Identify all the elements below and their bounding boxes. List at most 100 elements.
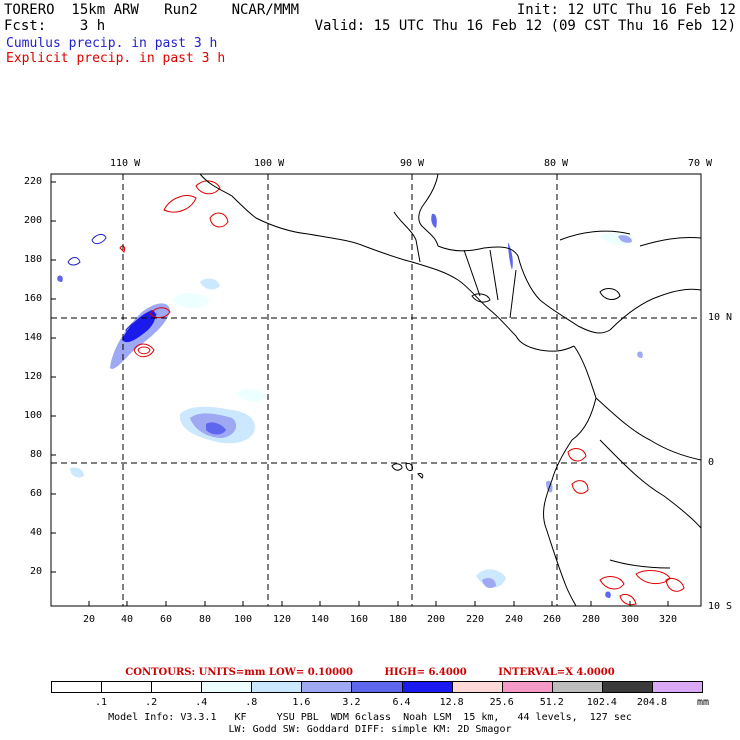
axis-ticks [51, 181, 669, 606]
x-tick: 300 [621, 614, 640, 625]
colorbar-swatch [251, 681, 303, 693]
precip-area [618, 235, 632, 243]
precip-area [122, 310, 156, 343]
colorbar-label: .4 [195, 697, 208, 708]
x-tick: 320 [659, 614, 678, 625]
precip-area [70, 467, 84, 478]
y-tick: 120 [24, 371, 43, 382]
precip-area [431, 213, 437, 228]
x-tick: 260 [543, 614, 562, 625]
colorbar-label: 51.2 [539, 697, 564, 708]
valid-time: Valid: 15 UTC Thu 16 Feb 12 (09 CST Thu … [314, 18, 736, 34]
cumulus-legend: Cumulus precip. in past 3 h [6, 36, 218, 51]
precip-area [172, 293, 210, 309]
caribbean-islands [471, 288, 621, 303]
lat-label-0: 0 [708, 457, 715, 468]
y-tick: 140 [24, 332, 43, 343]
explicit-contour [209, 212, 229, 228]
x-tick: 100 [234, 614, 253, 625]
y-tick: 40 [30, 527, 43, 538]
x-tick: 80 [199, 614, 212, 625]
x-tick: 140 [311, 614, 330, 625]
colorbar-label: 6.4 [392, 697, 411, 708]
cuba-coast [559, 230, 702, 247]
x-tick: 200 [427, 614, 446, 625]
x-tick: 280 [582, 614, 601, 625]
lat-label-10s: 10 S [708, 601, 733, 612]
colorbar-swatch [551, 681, 603, 693]
lon-label-80w: 80 W [544, 158, 569, 169]
x-tick: 120 [273, 614, 292, 625]
x-tick: 40 [121, 614, 134, 625]
map-frame [50, 173, 702, 607]
colorbar-label: 102.4 [586, 697, 617, 708]
explicit-contour [119, 245, 125, 253]
colorbar-label: .8 [245, 697, 258, 708]
colorbar-swatch [401, 681, 453, 693]
colorbar-swatch [101, 681, 153, 693]
colorbar-swatch [151, 681, 203, 693]
coastlines [199, 173, 702, 607]
x-tick: 160 [350, 614, 369, 625]
model-info-line1: Model Info: V3.3.1 KF YSU PBL WDM 6class… [108, 712, 632, 723]
precip-area [236, 388, 266, 402]
colorbar-swatch [51, 681, 103, 693]
colorbar-swatch [451, 681, 503, 693]
contour-interval: INTERVAL=X 4.0000 [498, 667, 615, 678]
explicit-contour [195, 180, 221, 195]
lon-label-70w: 70 W [688, 158, 713, 169]
explicit-contour [665, 577, 685, 592]
colorbar-label: 12.8 [439, 697, 464, 708]
colorbar-unit: mm [697, 697, 710, 708]
cumulus-contour [91, 233, 107, 245]
y-tick: 80 [30, 449, 43, 460]
lat-label-10n: 10 N [708, 312, 733, 323]
cumulus-precip-areas [57, 213, 643, 598]
cumulus-contours [67, 233, 157, 337]
explicit-contours [119, 180, 685, 606]
colorbar-label: 204.8 [636, 697, 667, 708]
y-tick: 160 [24, 293, 43, 304]
explicit-contour [137, 346, 151, 355]
x-tick: 220 [466, 614, 485, 625]
colorbar-swatch [351, 681, 403, 693]
colorbar-label: 3.2 [342, 697, 361, 708]
precip-area [605, 591, 611, 598]
precip-area [57, 275, 63, 282]
y-tick: 180 [24, 254, 43, 265]
colorbar-label: 1.6 [292, 697, 311, 708]
colorbar-label: .2 [145, 697, 158, 708]
lon-label-90w: 90 W [400, 158, 425, 169]
caribbean-coast [437, 245, 611, 334]
colorbar-label: 25.6 [489, 697, 514, 708]
y-tick: 220 [24, 176, 43, 187]
contour-units: CONTOURS: UNITS=mm LOW= 0.10000 [125, 667, 353, 678]
country-borders [393, 211, 517, 319]
andes-borders [595, 397, 702, 569]
explicit-contour [619, 593, 637, 606]
lon-label-100w: 100 W [254, 158, 285, 169]
x-tick: 180 [389, 614, 408, 625]
precip-area [482, 578, 496, 588]
explicit-contour [599, 576, 625, 590]
mexico-coast [199, 173, 459, 281]
explicit-contour [149, 307, 171, 319]
colorbar-swatch [601, 681, 653, 693]
colorbar-swatch [201, 681, 253, 693]
explicit-contour [133, 343, 155, 358]
colorbar-swatch [651, 681, 703, 693]
precip-area [206, 422, 226, 435]
x-tick: 60 [160, 614, 173, 625]
y-tick: 20 [30, 566, 43, 577]
explicit-contour [571, 480, 589, 494]
model-title: TORERO 15km ARW Run2 NCAR/MMM [4, 2, 300, 18]
model-info-line2: LW: Godd SW: Goddard DIFF: simple KM: 2D… [228, 724, 512, 735]
x-tick: 240 [505, 614, 524, 625]
gulf-coast [418, 173, 439, 247]
explicit-contour [567, 448, 587, 462]
lon-label-110w: 110 W [110, 158, 141, 169]
y-tick: 60 [30, 488, 43, 499]
init-time: Init: 12 UTC Thu 16 Feb 12 [516, 2, 736, 18]
contour-info: CONTOURS: UNITS=mm LOW= 0.10000 HIGH= 6.… [0, 667, 740, 678]
